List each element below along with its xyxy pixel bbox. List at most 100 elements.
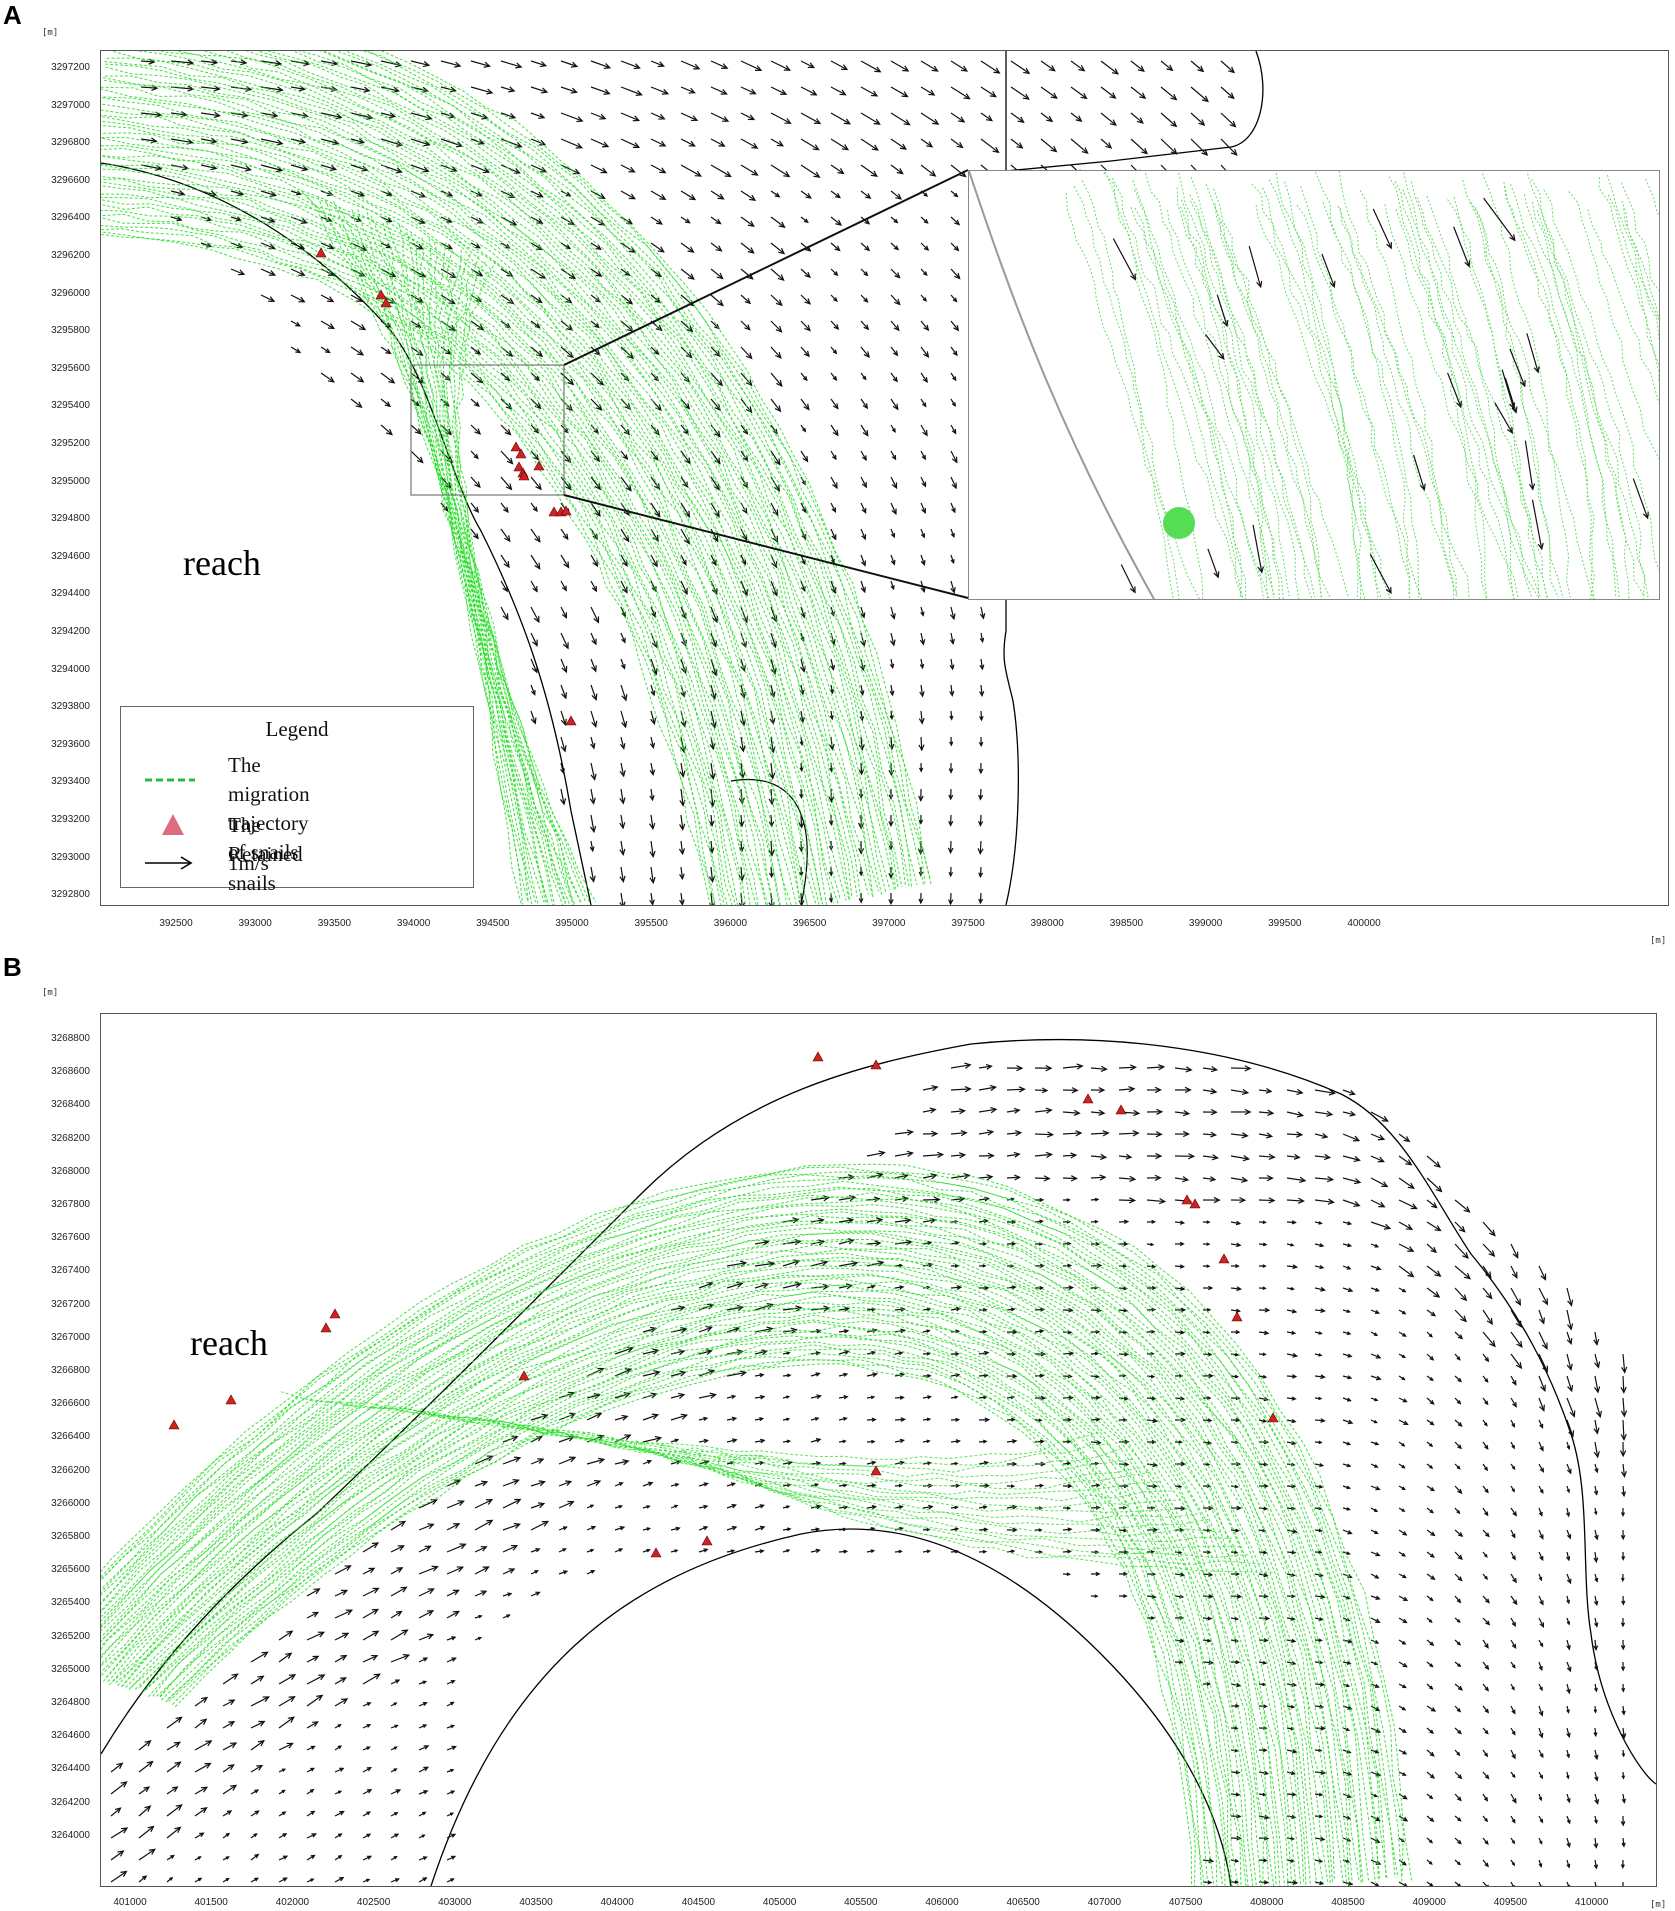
flow-arrow	[950, 450, 958, 464]
flow-arrow	[222, 1764, 235, 1773]
snail-trajectory	[101, 137, 797, 905]
flow-arrow	[920, 138, 934, 148]
flow-arrow	[1062, 1506, 1072, 1510]
flow-arrow	[1174, 1396, 1186, 1401]
flow-arrow	[1258, 1307, 1271, 1313]
flow-arrow	[1593, 1837, 1599, 1849]
snail-trajectory	[101, 1219, 1350, 1884]
flow-arrow	[649, 892, 655, 905]
flow-arrow	[250, 1764, 264, 1773]
y-tick-label: 3292800	[51, 889, 90, 901]
snail-trajectory	[101, 203, 737, 905]
flow-arrow	[474, 1455, 495, 1465]
flow-arrow	[1062, 1109, 1081, 1116]
flow-arrow	[1174, 1351, 1186, 1357]
y-tick-label: 3265800	[51, 1531, 90, 1542]
flow-arrow	[650, 606, 657, 618]
flow-arrow	[1342, 1243, 1353, 1248]
flow-arrow	[589, 866, 596, 883]
flow-arrow	[1342, 1771, 1353, 1776]
flow-arrow	[1258, 1087, 1273, 1094]
flow-arrow	[890, 216, 899, 224]
snail-trajectory	[159, 1341, 1218, 1886]
flow-arrow	[1342, 1155, 1361, 1163]
snail-trajectory	[323, 51, 913, 888]
zoom-inset	[968, 170, 1660, 600]
flow-arrow	[830, 346, 838, 355]
flow-arrow	[1398, 1375, 1406, 1381]
flow-arrow	[948, 866, 954, 878]
inset-trajectory	[1426, 195, 1515, 599]
flow-arrow	[1230, 1616, 1240, 1621]
flow-arrow	[739, 736, 746, 753]
flow-arrow	[1314, 1089, 1336, 1096]
flow-arrow	[1258, 1374, 1268, 1379]
snail-trajectory	[101, 1227, 1344, 1883]
flow-arrow	[680, 164, 702, 177]
flow-arrow	[446, 1657, 457, 1663]
flow-arrow	[1286, 1814, 1297, 1820]
flow-arrow	[782, 1351, 791, 1355]
inset-trajectory	[1275, 172, 1359, 598]
flow-arrow	[920, 398, 927, 408]
flow-arrow	[1006, 1461, 1018, 1467]
flow-arrow	[1118, 1197, 1137, 1204]
flow-arrow	[680, 710, 687, 728]
inset-trajectory	[1523, 194, 1649, 599]
flow-arrow	[166, 1804, 183, 1817]
flow-arrow	[278, 1742, 294, 1751]
flow-arrow	[614, 1368, 633, 1377]
flow-arrow	[1482, 1727, 1489, 1735]
flow-arrow	[1146, 1131, 1163, 1138]
flow-arrow	[710, 294, 724, 307]
flow-arrow	[650, 164, 667, 174]
flow-arrow	[920, 112, 940, 125]
flow-arrow	[390, 1629, 409, 1641]
flow-arrow	[1230, 1220, 1242, 1226]
flow-arrow	[1286, 1572, 1296, 1577]
flow-arrow	[1286, 1153, 1301, 1160]
flow-arrow	[614, 1414, 629, 1421]
flow-arrow	[1620, 1573, 1625, 1583]
inset-flow-arrow	[1321, 253, 1336, 289]
flow-arrow	[350, 138, 366, 145]
snail-trajectory	[101, 1256, 1307, 1886]
flow-arrow	[782, 1281, 803, 1289]
y-tick-label: 3293600	[51, 738, 90, 750]
flow-arrow	[166, 1876, 174, 1883]
flow-arrow	[890, 476, 898, 490]
flow-arrow	[920, 450, 926, 461]
inset-trajectory	[1134, 207, 1247, 599]
flow-arrow	[1006, 1484, 1016, 1488]
flow-arrow	[860, 112, 881, 125]
flow-arrow	[980, 86, 997, 98]
flow-arrow	[470, 346, 482, 355]
inset-trajectory	[1065, 192, 1200, 599]
flow-arrow	[829, 866, 834, 877]
flow-arrow	[1538, 1419, 1544, 1429]
flow-arrow	[1566, 1595, 1571, 1605]
inset-trajectory	[1073, 186, 1174, 599]
inset-trajectory	[1144, 172, 1275, 598]
flow-arrow	[1594, 1815, 1598, 1825]
flow-arrow	[782, 1373, 792, 1378]
snail-trajectory	[174, 1363, 1193, 1886]
flow-arrow	[418, 1499, 438, 1509]
y-tick-label: 3266600	[51, 1398, 90, 1410]
flow-arrow	[1621, 1595, 1626, 1606]
y-tick-label: 3297200	[51, 62, 90, 73]
flow-arrow	[1090, 1109, 1106, 1116]
flow-arrow	[590, 554, 599, 568]
flow-arrow	[680, 268, 695, 280]
flow-arrow	[1510, 1837, 1516, 1845]
snail-trajectory	[658, 1443, 1234, 1543]
flow-arrow	[1230, 1813, 1242, 1819]
flow-arrow	[1426, 1309, 1437, 1317]
flow-arrow	[278, 1789, 286, 1795]
retained-snail-marker	[510, 441, 522, 452]
flow-arrow	[1510, 1683, 1515, 1691]
flow-arrow	[1566, 1529, 1572, 1540]
flow-arrow	[590, 710, 598, 728]
flow-arrow	[1398, 1287, 1407, 1293]
flow-arrow	[810, 1416, 820, 1421]
